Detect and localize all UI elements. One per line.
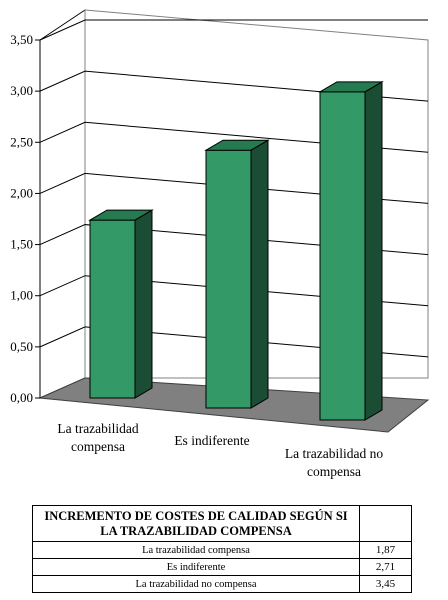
chart-side-wall: [39, 9, 86, 399]
y-tick-label: 0,50: [10, 339, 33, 354]
table-row-value: 3,45: [359, 575, 412, 593]
bar-top: [88, 209, 154, 221]
gridline: [39, 19, 428, 41]
table-row-label: La trazabilidad compensa: [32, 541, 360, 559]
gridline: [39, 172, 429, 204]
table-row: La trazabilidad compensa 1,87: [32, 541, 412, 559]
table-row: La trazabilidad no compensa 3,45: [32, 575, 412, 593]
x-category-label: Es indiferente: [174, 433, 249, 448]
y-axis: 0,00 0,50 1,00 1,50 2,00 2,50 3,00 3,50: [10, 32, 41, 405]
bar-side: [364, 80, 383, 421]
data-table: INCREMENTO DE COSTES DE CALIDAD SEGÚN SI…: [32, 505, 412, 593]
bar-front: [205, 149, 252, 409]
gridline: [39, 275, 429, 307]
y-tick-label: 1,00: [10, 288, 33, 303]
bar-top: [204, 139, 270, 151]
x-axis-labels: La trazabilidad compensa Es indiferente La …: [57, 421, 383, 479]
bar-side: [134, 209, 153, 399]
y-tick-label: 3,00: [10, 83, 33, 98]
x-category-label: compensa: [71, 439, 125, 454]
table-header-row: INCREMENTO DE COSTES DE CALIDAD SEGÚN SI…: [32, 505, 412, 542]
gridline: [39, 224, 429, 256]
bar-front: [319, 91, 366, 421]
y-tick-label: 0,00: [10, 390, 33, 405]
chart-bars: [88, 80, 384, 421]
bar-top: [318, 81, 384, 93]
y-tick-label: 2,50: [10, 134, 33, 149]
table-row-value: 1,87: [359, 541, 412, 559]
gridline: [39, 326, 429, 358]
table-row-label: Es indiferente: [32, 558, 360, 576]
gridline: [39, 70, 429, 102]
table-title: INCREMENTO DE COSTES DE CALIDAD SEGÚN SI…: [32, 505, 360, 542]
bar-side: [250, 139, 269, 409]
chart-gridlines: [39, 19, 429, 358]
bar-chart: 0,00 0,50 1,00 1,50 2,00 2,50 3,00 3,50 La traz…: [10, 9, 430, 479]
x-category-label: La trazabilidad: [57, 421, 139, 436]
table-row-label: La trazabilidad no compensa: [32, 575, 360, 593]
table-row: Es indiferente 2,71: [32, 558, 412, 576]
table-row-value: 2,71: [359, 558, 412, 576]
y-tick-label: 2,00: [10, 185, 33, 200]
gridline: [39, 121, 429, 153]
y-tick-label: 1,50: [10, 237, 33, 252]
bar-front: [89, 219, 136, 399]
y-tick-label: 3,50: [10, 32, 33, 47]
x-category-label: compensa: [307, 464, 361, 479]
x-category-label: La trazabilidad no: [285, 446, 383, 461]
table-header-empty-cell: [359, 505, 412, 542]
